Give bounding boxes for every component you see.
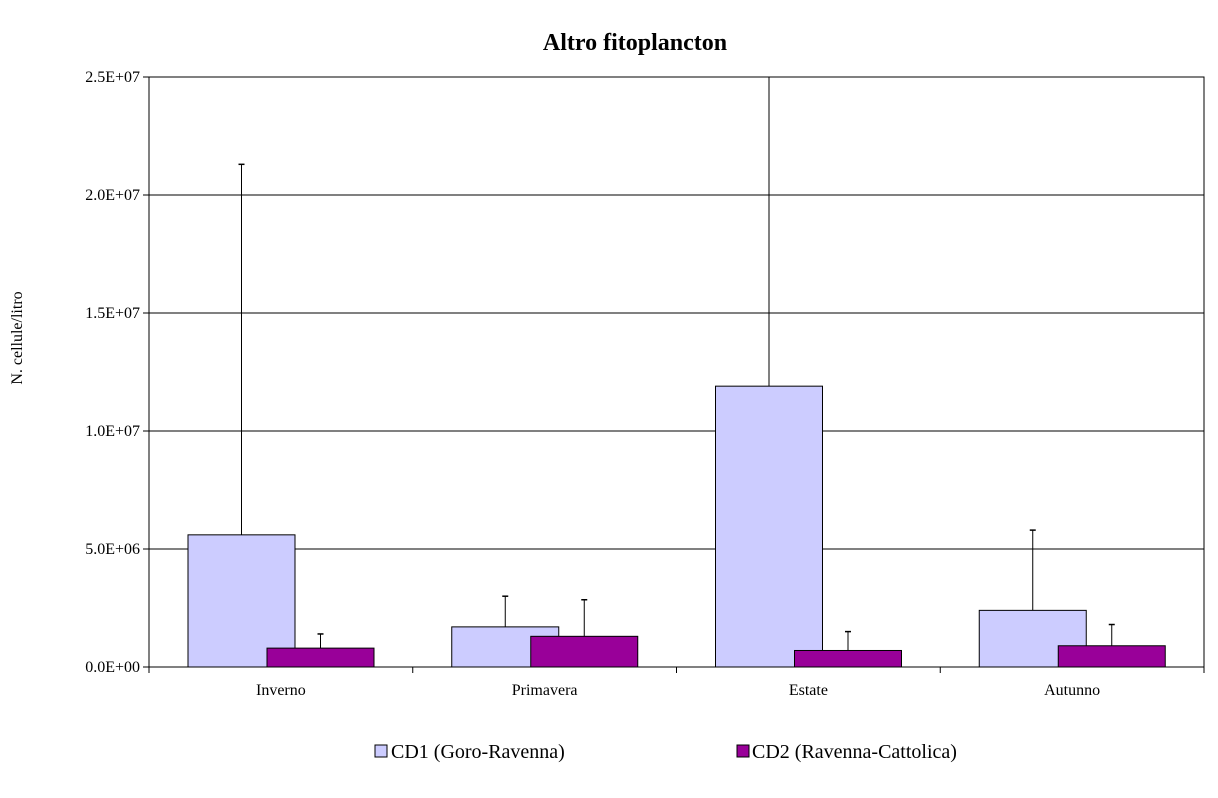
y-tick-label: 2.5E+07 <box>85 69 140 86</box>
y-tick-label: 1.0E+07 <box>85 423 140 440</box>
x-tick-label: Inverno <box>256 682 306 699</box>
legend: CD1 (Goro-Ravenna) CD2 (Ravenna-Cattolica… <box>374 741 957 763</box>
y-tick-label: 2.0E+07 <box>85 187 140 204</box>
y-axis-label: N. cellule/litro <box>9 291 26 384</box>
bars <box>187 385 1166 668</box>
bar-2 <box>266 647 375 668</box>
error-bars <box>238 77 1115 651</box>
bar-1 <box>715 385 823 668</box>
bar-2 <box>1057 645 1166 668</box>
legend-swatch-2 <box>736 744 750 758</box>
y-tick-label: 5.0E+06 <box>85 541 140 558</box>
bar-2 <box>530 635 639 668</box>
legend-swatch-1 <box>374 744 388 758</box>
gridlines <box>149 194 1204 550</box>
x-tick-label: Primavera <box>512 682 578 699</box>
y-tick-label: 0.0E+00 <box>85 659 140 676</box>
x-tick-label: Estate <box>789 682 828 699</box>
legend-label-1: CD1 (Goro-Ravenna) <box>391 741 565 763</box>
plot-area <box>148 76 1205 668</box>
x-tick-label: Autunno <box>1044 682 1100 699</box>
axes: 0.0E+00 5.0E+06 1.0E+07 1.5E+07 2.0E+07 2.5E+… <box>85 69 1205 699</box>
bar-2 <box>794 649 902 668</box>
bar-1 <box>187 534 296 668</box>
y-tick-label: 1.5E+07 <box>85 305 140 322</box>
legend-label-2: CD2 (Ravenna-Cattolica) <box>752 741 957 763</box>
chart-title: Altro fitoplancton <box>543 30 727 56</box>
